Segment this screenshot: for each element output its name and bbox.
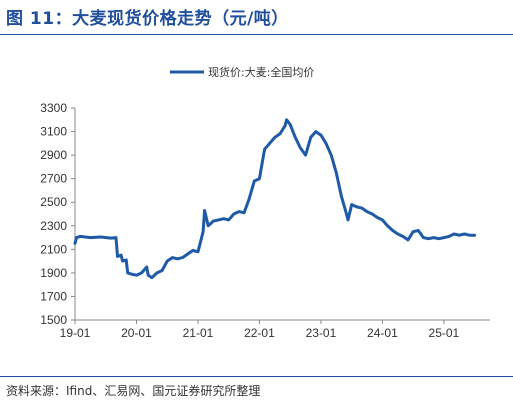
series-line — [73, 118, 477, 280]
x-tick-label: 23-01 — [306, 326, 337, 340]
y-tick-label: 1900 — [40, 266, 67, 280]
source-note: 资料来源：Ifind、汇易网、国元证券研究所整理 — [6, 384, 261, 398]
x-tick-label: 20-01 — [121, 326, 152, 340]
y-tick-label: 2500 — [40, 195, 67, 209]
y-tick-label: 2300 — [40, 219, 67, 233]
legend-label: 现货价:大麦:全国均价 — [208, 65, 314, 79]
y-tick-label: 1700 — [40, 289, 67, 303]
chart-title: 图 11：大麦现货价格走势（元/吨） — [6, 9, 289, 29]
plot-area — [73, 118, 477, 280]
y-tick-label: 2700 — [40, 172, 67, 186]
chart-legend: 现货价:大麦:全国均价 — [170, 65, 314, 79]
title-divider — [0, 34, 513, 35]
x-tick-label: 22-01 — [244, 326, 275, 340]
y-axis: 1500 1700 1900 2100 2300 2500 2700 2900 3100 3300 — [40, 101, 76, 327]
y-tick-label: 2100 — [40, 242, 67, 256]
source-divider — [0, 376, 513, 377]
x-tick-label: 24-01 — [367, 326, 398, 340]
y-tick-label: 3100 — [40, 125, 67, 139]
y-tick-label: 3300 — [40, 101, 67, 115]
y-tick-label: 2900 — [40, 148, 67, 162]
price-line-chart: 现货价:大麦:全国均价 1500 1700 1900 2100 2300 2500 2700… — [40, 65, 490, 340]
y-tick-label: 1500 — [40, 313, 67, 327]
x-tick-label: 25-01 — [429, 326, 460, 340]
x-tick-label: 19-01 — [60, 326, 91, 340]
x-axis: 19-01 20-01 21-01 22-01 23-01 24-01 25-01 — [60, 319, 490, 340]
x-tick-label: 21-01 — [183, 326, 214, 340]
